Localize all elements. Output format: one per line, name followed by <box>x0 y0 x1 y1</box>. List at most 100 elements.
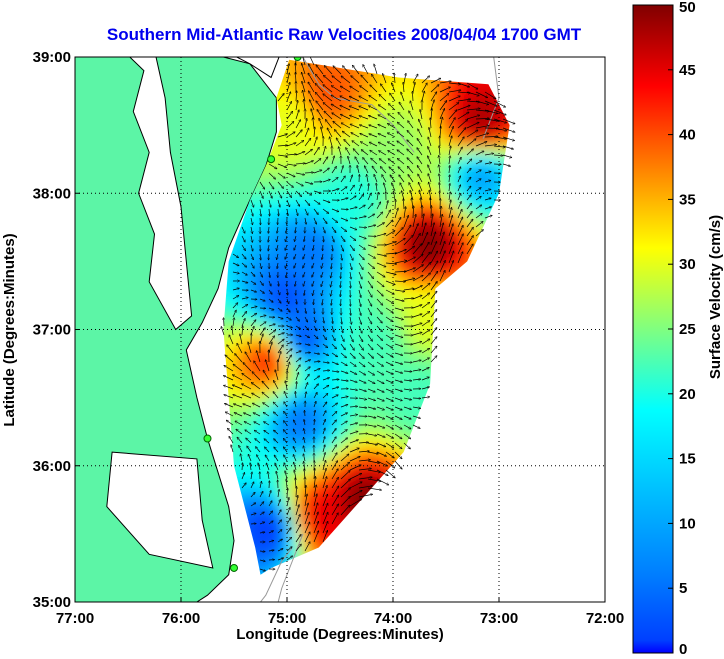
velocity-arrow <box>251 235 252 242</box>
velocity-arrow <box>421 348 430 354</box>
velocity-arrow <box>403 278 415 282</box>
velocity-arrow <box>367 415 376 418</box>
velocity-arrow <box>277 298 281 303</box>
velocity-arrow <box>412 254 423 264</box>
velocity-arrow <box>403 380 412 381</box>
velocity-arrow <box>245 352 252 363</box>
velocity-arrow <box>457 176 461 183</box>
velocity-arrow <box>412 305 422 309</box>
velocity-arrow <box>332 76 342 84</box>
velocity-arrow <box>349 196 356 201</box>
velocity-arrow <box>322 385 329 390</box>
velocity-arrow <box>367 253 376 258</box>
velocity-arrow <box>448 96 460 102</box>
velocity-arrow <box>233 404 243 408</box>
velocity-arrow <box>376 325 382 332</box>
velocity-arrow <box>296 91 297 102</box>
velocity-arrow <box>475 188 481 192</box>
velocity-arrow <box>293 420 297 426</box>
velocity-arrow <box>340 226 347 232</box>
velocity-arrow <box>295 130 302 138</box>
velocity-arrow <box>295 514 300 525</box>
velocity-arrow <box>439 81 451 84</box>
velocity-arrow <box>313 521 319 534</box>
velocity-arrow <box>412 424 420 428</box>
velocity-arrow <box>361 75 369 84</box>
velocity-arrow <box>493 136 507 139</box>
velocity-arrow <box>367 379 375 384</box>
velocity-arrow <box>475 179 481 183</box>
velocity-arrow <box>242 373 252 381</box>
velocity-arrow <box>502 145 514 149</box>
velocity-arrow <box>250 306 257 308</box>
velocity-arrow <box>449 156 450 165</box>
velocity-arrow <box>412 74 418 84</box>
velocity-arrow <box>329 137 333 147</box>
velocity-arrow <box>359 106 369 111</box>
velocity-arrow <box>232 253 239 258</box>
velocity-arrow <box>278 208 279 216</box>
velocity-arrow <box>358 477 372 480</box>
x-tick-label: 73:00 <box>480 610 518 627</box>
velocity-arrow <box>340 479 351 489</box>
velocity-arrow <box>241 304 248 309</box>
velocity-arrow <box>313 476 316 489</box>
velocity-arrow <box>376 433 385 437</box>
velocity-arrow <box>358 262 363 270</box>
velocity-arrow <box>378 134 387 138</box>
velocity-arrow <box>294 462 297 471</box>
velocity-arrow <box>385 298 394 304</box>
velocity-arrow <box>379 94 387 102</box>
velocity-arrow <box>304 208 308 215</box>
velocity-arrow <box>285 262 287 268</box>
velocity-arrow <box>394 281 406 282</box>
velocity-arrow <box>304 344 310 345</box>
velocity-arrow <box>225 412 234 417</box>
velocity-arrow <box>403 268 416 273</box>
velocity-arrow <box>268 336 275 345</box>
velocity-arrow <box>430 92 437 102</box>
velocity-arrow <box>268 298 273 302</box>
velocity-arrow <box>376 379 384 384</box>
velocity-arrow <box>428 174 432 183</box>
velocity-arrow <box>251 472 252 480</box>
colorbar-tick-label: 15 <box>679 451 696 468</box>
velocity-arrow <box>448 118 455 129</box>
velocity-arrow <box>277 226 278 233</box>
velocity-arrow <box>340 488 351 498</box>
velocity-arrow <box>394 433 402 439</box>
velocity-arrow <box>268 511 273 516</box>
velocity-arrow <box>286 154 297 155</box>
velocity-arrow <box>287 289 288 295</box>
velocity-arrow <box>412 214 416 228</box>
velocity-arrow <box>367 262 375 269</box>
velocity-arrow <box>322 393 328 399</box>
velocity-arrow <box>349 185 355 192</box>
velocity-arrow <box>412 223 418 237</box>
velocity-arrow <box>377 192 378 201</box>
velocity-arrow <box>403 433 411 439</box>
velocity-arrow <box>301 72 306 84</box>
velocity-arrow <box>409 111 414 120</box>
velocity-arrow <box>250 492 255 498</box>
velocity-arrow <box>398 167 405 174</box>
velocity-arrow <box>412 351 422 354</box>
velocity-arrow <box>277 235 278 242</box>
velocity-arrow <box>259 289 264 293</box>
velocity-arrow <box>412 275 423 282</box>
velocity-arrow <box>349 343 354 350</box>
velocity-arrow <box>349 226 357 230</box>
velocity-arrow <box>341 76 351 84</box>
velocity-arrow <box>349 431 358 435</box>
velocity-arrow <box>367 442 378 445</box>
velocity-arrow <box>295 100 298 111</box>
velocity-arrow <box>412 407 421 408</box>
velocity-arrow <box>358 184 362 192</box>
velocity-arrow <box>457 167 461 174</box>
velocity-arrow <box>358 352 364 359</box>
velocity-arrow <box>430 337 437 345</box>
velocity-arrow <box>421 232 428 246</box>
velocity-arrow <box>403 207 406 219</box>
velocity-arrow <box>394 460 402 469</box>
velocity-arrow <box>466 115 480 120</box>
